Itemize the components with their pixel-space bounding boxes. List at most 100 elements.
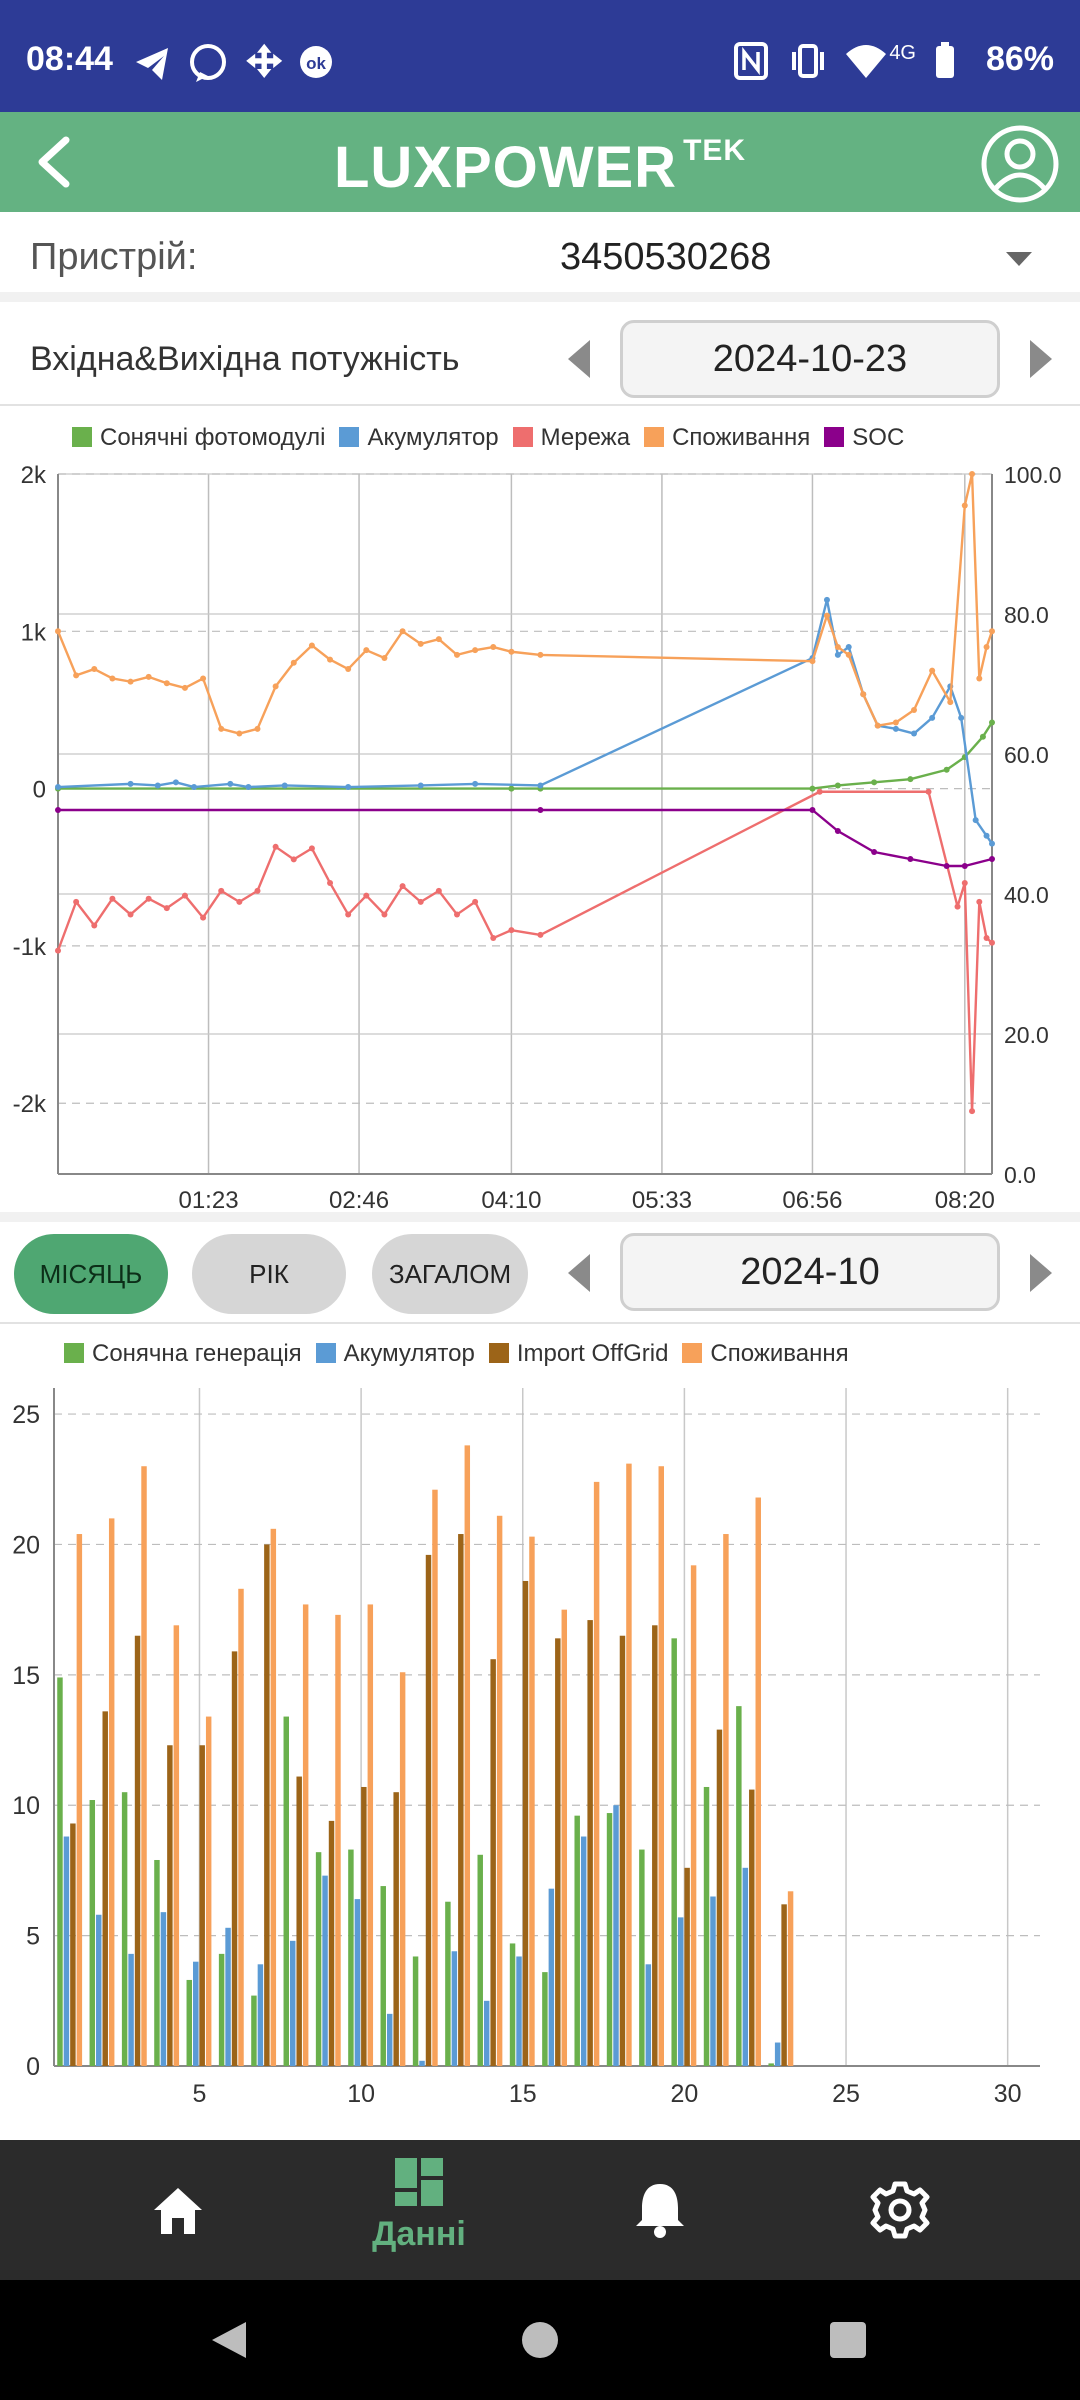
data-point xyxy=(163,680,170,687)
data-point xyxy=(417,782,424,789)
data-point xyxy=(472,647,479,654)
data-point xyxy=(871,849,878,855)
legend-label: Сонячні фотомодулі xyxy=(100,424,326,451)
data-point xyxy=(929,714,936,721)
bar xyxy=(412,1956,419,2066)
nav-data-label: Данні xyxy=(372,2215,466,2253)
legend-item[interactable]: Акумулятор xyxy=(339,424,499,452)
data-point xyxy=(537,651,544,658)
data-point xyxy=(127,678,134,685)
data-point xyxy=(976,898,983,905)
bar xyxy=(542,1972,548,2066)
bar xyxy=(677,1917,684,2066)
next-month-icon[interactable] xyxy=(1030,1254,1052,1292)
bar xyxy=(96,1914,102,2066)
data-point xyxy=(961,879,968,886)
bar xyxy=(63,1836,70,2066)
bar xyxy=(425,1554,432,2066)
account-icon[interactable] xyxy=(980,124,1060,204)
data-point xyxy=(172,779,179,786)
device-selector[interactable]: Пристрій: 3450530268 xyxy=(0,212,1080,302)
series-2 xyxy=(55,788,995,1115)
legend-item[interactable]: Споживання xyxy=(682,1340,849,1368)
data-point xyxy=(983,644,990,651)
legend-swatch xyxy=(644,427,665,447)
data-point xyxy=(163,905,170,912)
bar xyxy=(302,1604,309,2066)
data-point xyxy=(181,684,188,691)
data-point xyxy=(834,782,841,789)
legend-item[interactable]: Акумулятор xyxy=(315,1340,475,1368)
data-point xyxy=(453,651,460,658)
bar xyxy=(451,1951,458,2066)
legend-item[interactable]: Import OffGrid xyxy=(488,1340,668,1368)
data-point xyxy=(508,648,515,655)
data-point xyxy=(109,675,116,682)
data-point xyxy=(983,832,990,839)
legend-swatch xyxy=(512,427,533,447)
data-point xyxy=(200,675,207,682)
legend-swatch xyxy=(824,427,845,447)
data-point xyxy=(834,644,841,651)
data-point xyxy=(845,651,852,658)
bar xyxy=(270,1528,277,2066)
bar xyxy=(289,1940,296,2066)
bar xyxy=(283,1716,289,2066)
y-tick-label: 25 xyxy=(12,1401,40,1429)
bar-series-0 xyxy=(57,1638,774,2066)
device-value[interactable]: 3450530268 xyxy=(560,236,772,278)
system-home-icon[interactable] xyxy=(520,2320,560,2360)
chevron-down-icon[interactable] xyxy=(1006,252,1032,266)
data-point xyxy=(308,845,315,852)
data-point xyxy=(983,935,990,942)
prev-day-icon[interactable] xyxy=(568,340,590,378)
x-tick-label: 20 xyxy=(670,2080,698,2108)
data-point xyxy=(399,628,406,635)
bar xyxy=(141,1466,147,2066)
legend-item[interactable]: Споживання xyxy=(644,424,810,452)
y-tick-label: 5 xyxy=(26,1923,40,1951)
bell-icon[interactable] xyxy=(632,2180,688,2240)
bar xyxy=(225,1927,231,2066)
ok-icon: ok xyxy=(300,46,332,78)
y-tick-label: 15 xyxy=(12,1662,40,1690)
nav-data[interactable]: Данні xyxy=(372,2154,466,2274)
x-tick-label: 01:23 xyxy=(178,1187,238,1214)
gear-icon[interactable] xyxy=(868,2178,932,2242)
home-icon[interactable] xyxy=(150,2184,206,2240)
data-point xyxy=(892,719,899,726)
data-point xyxy=(537,807,544,813)
x-tick-label: 10 xyxy=(347,2080,375,2108)
tab-total[interactable]: ЗАГАЛОМ xyxy=(372,1234,528,1314)
data-point xyxy=(961,863,968,869)
legend-item[interactable]: Мережа xyxy=(512,424,630,452)
data-point xyxy=(989,840,995,847)
prev-month-icon[interactable] xyxy=(568,1254,590,1292)
bar xyxy=(639,1849,645,2066)
system-recents-icon[interactable] xyxy=(828,2320,868,2360)
next-day-icon[interactable] xyxy=(1030,340,1052,378)
system-icons xyxy=(734,42,954,80)
bar xyxy=(76,1534,83,2066)
y-right-tick-label: 0.0 xyxy=(1004,1162,1036,1188)
month-picker[interactable]: 2024-10 xyxy=(620,1233,1000,1311)
data-point xyxy=(345,666,352,673)
back-icon[interactable] xyxy=(28,134,84,190)
series-line xyxy=(58,808,993,868)
date-picker[interactable]: 2024-10-23 xyxy=(620,320,1000,398)
tab-year[interactable]: РІК xyxy=(192,1234,346,1314)
data-point xyxy=(537,931,544,938)
tab-month[interactable]: МІСЯЦЬ xyxy=(14,1234,168,1314)
bar xyxy=(322,1875,328,2066)
data-point xyxy=(363,892,370,899)
bar xyxy=(205,1716,212,2066)
bar xyxy=(128,1953,134,2066)
data-point xyxy=(109,895,116,902)
system-back-icon[interactable] xyxy=(206,2318,250,2362)
legend-item[interactable]: Сонячна генерація xyxy=(64,1340,302,1368)
legend-item[interactable]: Сонячні фотомодулі xyxy=(72,424,325,452)
data-point xyxy=(290,659,297,666)
data-point xyxy=(254,887,261,894)
legend-item[interactable]: SOC xyxy=(824,424,904,452)
bar xyxy=(361,1786,367,2066)
